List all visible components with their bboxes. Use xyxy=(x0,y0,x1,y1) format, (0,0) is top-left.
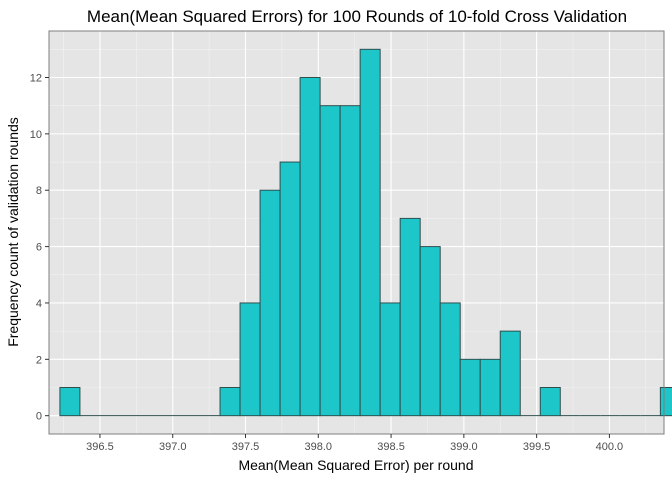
histogram-bar xyxy=(459,358,481,417)
histogram-bar xyxy=(379,302,401,417)
y-tick-label: 0 xyxy=(36,411,42,423)
x-tick-label: 399.5 xyxy=(523,441,551,453)
plot-panel-border xyxy=(48,30,665,435)
x-tick-label: 398.5 xyxy=(377,441,405,453)
histogram-bar xyxy=(239,302,261,417)
histogram-bar xyxy=(539,387,561,417)
y-axis: 0 2 4 6 8 10 12 xyxy=(30,73,49,423)
x-tick-label: 396.5 xyxy=(86,441,114,453)
x-tick-label: 399.0 xyxy=(450,441,478,453)
x-tick-label: 398.0 xyxy=(305,441,333,453)
histogram-bar xyxy=(659,387,672,417)
y-tick-label: 8 xyxy=(36,185,42,197)
histogram-bar xyxy=(339,105,361,417)
histogram-bar xyxy=(419,246,441,417)
x-axis-title: Mean(Mean Squared Error) per round xyxy=(238,457,473,473)
histogram-bar xyxy=(59,387,81,417)
histogram-bar xyxy=(359,48,381,417)
histogram-bar xyxy=(499,330,521,417)
y-tick-label: 2 xyxy=(36,354,42,366)
histogram-bars xyxy=(59,48,672,417)
x-tick-label: 397.5 xyxy=(232,441,260,453)
x-axis: 396.5 397.0 397.5 398.0 398.5 399.0 399.5 400.0 xyxy=(86,434,623,453)
y-tick-label: 10 xyxy=(30,129,42,141)
histogram-bar xyxy=(219,387,241,417)
histogram-bar xyxy=(319,105,341,417)
y-axis-title: Frequency count of validation rounds xyxy=(5,117,21,347)
histogram-bar xyxy=(439,302,461,417)
y-tick-label: 6 xyxy=(36,242,42,254)
histogram-bar xyxy=(299,77,321,417)
histogram-bar xyxy=(479,358,501,417)
y-tick-label: 4 xyxy=(36,298,42,310)
y-tick-label: 12 xyxy=(30,73,42,85)
histogram-bar xyxy=(399,217,421,417)
chart-title: Mean(Mean Squared Errors) for 100 Rounds… xyxy=(87,7,627,26)
histogram-bar xyxy=(279,161,301,417)
x-tick-label: 397.0 xyxy=(159,441,187,453)
x-tick-label: 400.0 xyxy=(596,441,624,453)
histogram-bar xyxy=(259,189,281,417)
